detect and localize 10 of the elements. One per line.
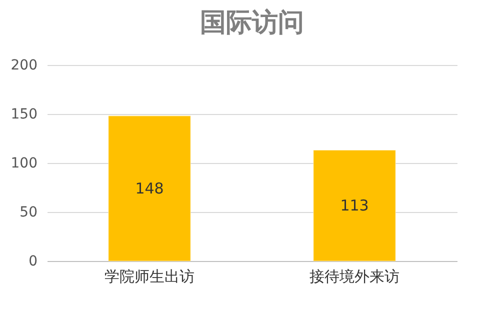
y-tick-label: 100 — [10, 156, 38, 172]
y-tick-label: 150 — [10, 106, 38, 122]
y-tick-label: 0 — [28, 254, 38, 270]
y-tick-label: 50 — [20, 204, 38, 220]
data-label: 113 — [340, 196, 369, 215]
data-label: 148 — [135, 179, 164, 198]
chart-title: 国际访问 — [200, 8, 304, 38]
x-tick-label: 学院师生出访 — [104, 268, 194, 286]
x-tick-label: 接待境外来访 — [310, 268, 400, 286]
y-tick-label: 200 — [10, 58, 38, 74]
